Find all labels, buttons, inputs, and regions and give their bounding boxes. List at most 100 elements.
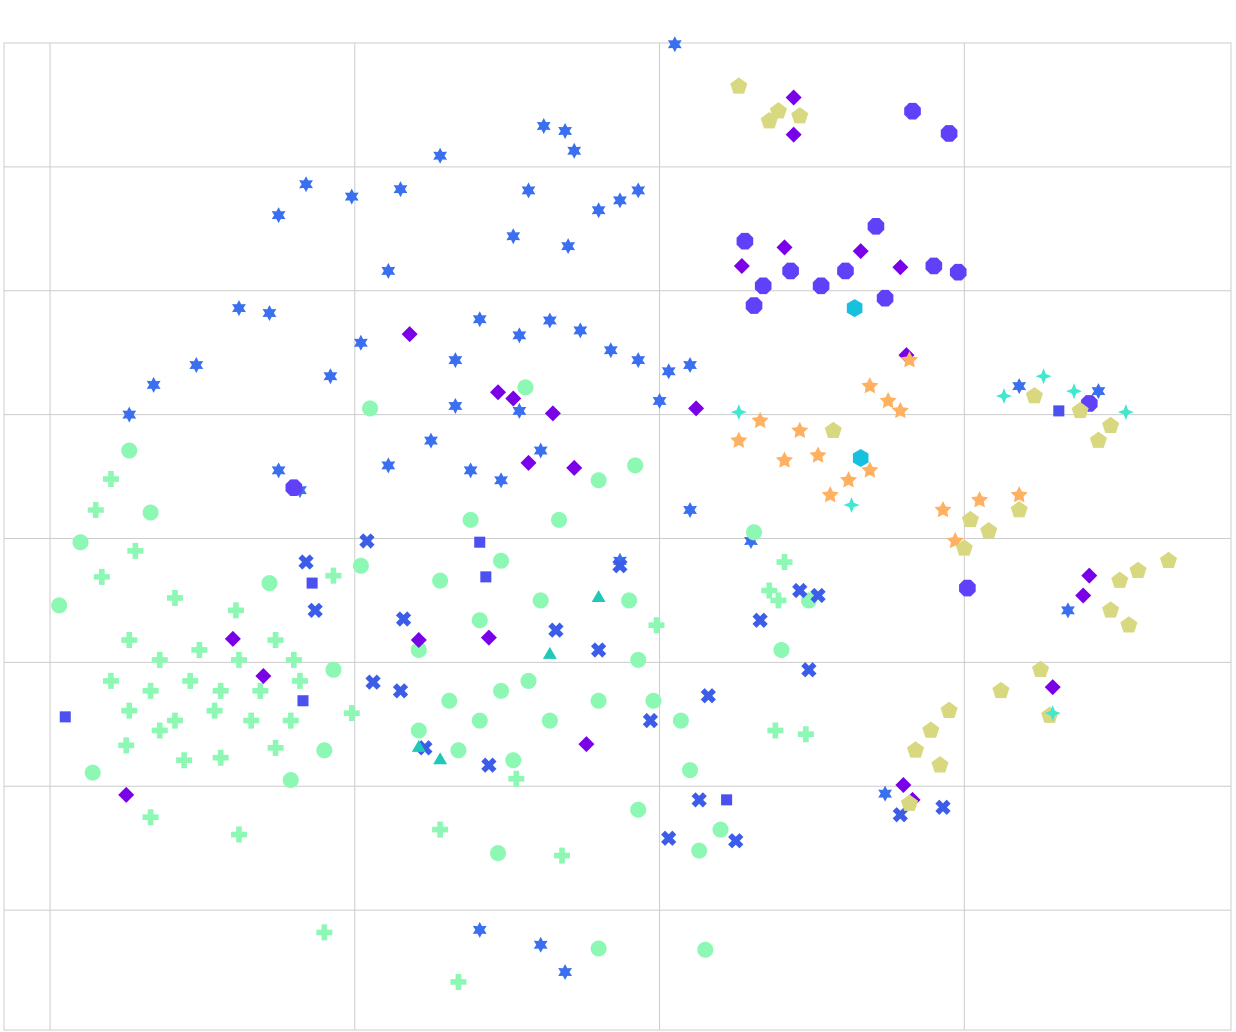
scatter-point	[736, 232, 754, 250]
scatter-point	[505, 390, 522, 407]
scatter-point	[925, 257, 943, 275]
scatter-point	[630, 801, 647, 818]
scatter-point	[548, 622, 564, 638]
scatter-point	[661, 363, 676, 380]
scatter-point	[603, 342, 618, 359]
scatter-point	[558, 964, 573, 981]
scatter-point	[512, 402, 527, 419]
scatter-point	[797, 726, 814, 743]
scatter-point	[450, 973, 467, 990]
scatter-point	[971, 491, 989, 508]
scatter-point	[512, 327, 527, 344]
scatter-point	[533, 936, 548, 953]
scatter-point	[792, 582, 808, 599]
scatter-point	[852, 448, 869, 467]
scatter-point	[691, 792, 707, 808]
scatter-point	[261, 575, 278, 592]
scatter-point	[1010, 500, 1028, 518]
scatter-point	[410, 641, 427, 658]
scatter-point	[142, 682, 159, 699]
scatter-point	[839, 471, 858, 488]
scatter-point	[365, 674, 381, 690]
scatter-point	[224, 630, 241, 647]
scatter-point	[631, 182, 646, 199]
scatter-point	[730, 77, 748, 94]
scatter-point	[490, 845, 507, 862]
scatter-point	[471, 712, 488, 729]
scatter-point	[297, 695, 309, 707]
scatter-point	[1117, 404, 1134, 421]
scatter-point	[316, 924, 333, 941]
scatter-point	[508, 770, 525, 787]
scatter-point	[837, 262, 854, 280]
scatter-point	[1111, 571, 1129, 588]
scatter-point	[843, 497, 860, 514]
scatter-point	[861, 461, 879, 478]
scatter-point	[867, 218, 885, 235]
scatter-point	[1025, 387, 1043, 404]
scatter-point	[267, 632, 284, 649]
scatter-point	[432, 572, 449, 589]
scatter-point	[612, 558, 628, 574]
scatter-point	[1053, 405, 1065, 417]
scatter-point	[733, 257, 750, 274]
plot-frame	[3, 42, 1232, 1031]
scatter-point	[182, 672, 199, 689]
scatter-point	[298, 554, 314, 570]
scatter-point	[410, 722, 427, 739]
scatter-point	[613, 192, 627, 209]
scatter-point	[506, 228, 521, 245]
scatter-point	[121, 632, 138, 649]
scatter-point	[613, 552, 627, 569]
scatter-point	[1010, 486, 1028, 503]
scatter-point	[672, 712, 689, 729]
scatter-point	[627, 457, 644, 474]
scatter-point	[879, 391, 897, 409]
scatter-point	[683, 501, 697, 518]
scatter-point	[480, 629, 497, 646]
scatter-point	[243, 712, 260, 729]
scatter-point	[102, 672, 119, 689]
scatter-point	[252, 682, 269, 699]
scatter-point	[891, 401, 909, 419]
scatter-point	[621, 592, 638, 609]
scatter-point	[892, 807, 908, 823]
scatter-point	[262, 305, 277, 322]
scatter-point	[730, 404, 747, 421]
scatter-point	[472, 311, 487, 328]
scatter-point	[433, 752, 448, 765]
scatter-point	[1031, 660, 1050, 678]
scatter-point	[493, 682, 510, 699]
scatter-point	[775, 451, 794, 468]
scatter-point	[520, 454, 537, 471]
scatter-point	[931, 756, 949, 773]
scatter-point	[1044, 679, 1061, 696]
scatter-point	[142, 504, 159, 521]
scatter-point	[121, 702, 138, 719]
scatter-point	[1081, 567, 1098, 584]
scatter-point	[1075, 587, 1092, 604]
scatter-point	[323, 368, 338, 385]
scatter-point	[652, 392, 667, 409]
scatter-point	[1061, 602, 1075, 619]
scatter-point	[291, 672, 308, 689]
scatter-point	[344, 188, 359, 205]
scatter-point	[1071, 401, 1089, 419]
scatter-point	[591, 589, 606, 602]
scatter-point	[121, 442, 138, 459]
scatter-point	[1102, 416, 1120, 434]
scatter-point	[730, 431, 748, 448]
scatter-point	[122, 406, 137, 423]
scatter-point	[566, 459, 583, 476]
scatter-point	[481, 757, 497, 773]
scatter-point	[791, 421, 809, 438]
scatter-point	[934, 500, 952, 518]
scatter-point	[861, 377, 879, 394]
scatter-point	[93, 568, 110, 585]
scatter-point	[282, 712, 299, 729]
scatter-point	[151, 722, 168, 739]
scatter-point	[1066, 383, 1083, 400]
scatter-point	[450, 742, 467, 759]
scatter-point	[411, 739, 426, 752]
